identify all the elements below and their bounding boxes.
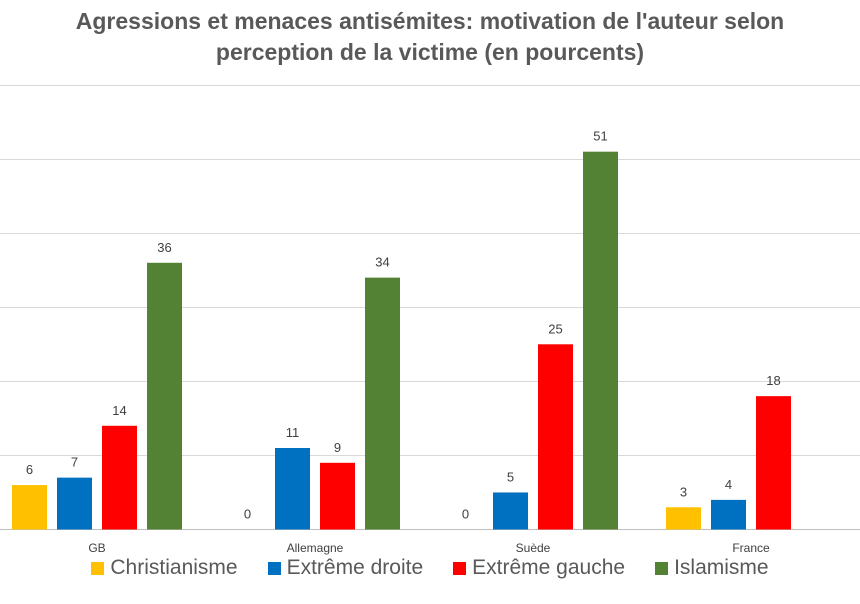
- legend-label-extreme-droite: Extrême droite: [286, 556, 424, 579]
- bar-extr-me-gauche-2: [538, 344, 573, 530]
- data-label-christianisme-0: 6: [26, 462, 33, 477]
- data-label-extr-me-droite-3: 4: [725, 477, 732, 492]
- data-label-christianisme-2: 0: [462, 507, 469, 522]
- x-tick-label-1: Allemagne: [287, 541, 344, 555]
- bar-extr-me-gauche-1: [320, 462, 355, 530]
- bar-christianisme-0: [12, 485, 47, 530]
- bar-extr-me-droite-0: [57, 477, 92, 530]
- data-label-extr-me-gauche-2: 25: [548, 321, 562, 336]
- bar-extr-me-droite-3: [711, 499, 746, 530]
- bar-islamisme-2: [583, 151, 618, 530]
- data-label-extr-me-droite-0: 7: [71, 455, 78, 470]
- data-label-christianisme-3: 3: [680, 484, 687, 499]
- legend-item-extreme-gauche: Extrême gauche: [453, 556, 625, 580]
- bar-extr-me-droite-2: [493, 492, 528, 530]
- chart-title-line-2: perception de la victime (en pourcents): [215, 39, 645, 65]
- legend-label-extreme-gauche: Extrême gauche: [472, 556, 626, 579]
- bar-extr-me-gauche-0: [102, 425, 137, 530]
- data-label-christianisme-1: 0: [244, 507, 251, 522]
- legend-swatch-christianisme: [91, 561, 105, 575]
- legend-label-christianisme: Christianisme: [110, 556, 238, 579]
- data-label-extr-me-droite-1: 11: [286, 425, 300, 440]
- data-label-extr-me-droite-2: 5: [507, 469, 514, 484]
- chart-title-line-1: Agressions et menaces antisémites: motiv…: [75, 8, 785, 34]
- data-label-islamisme-2: 51: [593, 129, 607, 144]
- bar-extr-me-gauche-3: [756, 396, 791, 530]
- legend-swatch-extreme-droite: [267, 561, 281, 575]
- chart-title: Agressions et menaces antisémites: motiv…: [0, 6, 860, 68]
- data-label-extr-me-gauche-0: 14: [112, 403, 126, 418]
- legend-item-extreme-droite: Extrême droite: [267, 556, 424, 580]
- legend-swatch-islamisme: [655, 561, 669, 575]
- x-tick-label-2: Suède: [516, 541, 551, 555]
- bar-extr-me-droite-1: [275, 448, 310, 530]
- legend-item-christianisme: Christianisme: [91, 556, 238, 580]
- data-label-islamisme-1: 34: [375, 255, 389, 270]
- legend-item-islamisme: Islamisme: [655, 556, 769, 580]
- x-tick-label-0: GB: [88, 541, 105, 555]
- chart-legend: Christianisme Extrême droite Extrême gau…: [0, 556, 860, 580]
- data-label-extr-me-gauche-1: 9: [334, 440, 341, 455]
- data-label-islamisme-0: 36: [157, 240, 171, 255]
- bar-islamisme-1: [365, 277, 400, 530]
- legend-label-islamisme: Islamisme: [674, 556, 769, 579]
- x-tick-label-3: France: [732, 541, 770, 555]
- data-label-extr-me-gauche-3: 18: [766, 373, 780, 388]
- bar-islamisme-0: [147, 262, 182, 530]
- legend-swatch-extreme-gauche: [453, 561, 467, 575]
- bar-christianisme-3: [666, 507, 701, 530]
